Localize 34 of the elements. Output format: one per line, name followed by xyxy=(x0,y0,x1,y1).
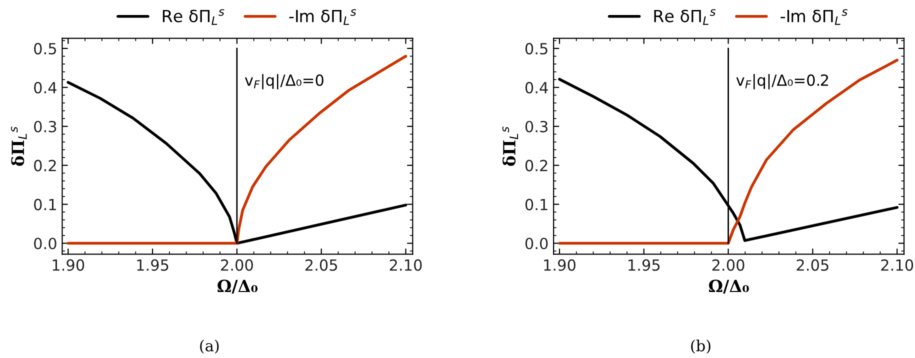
x-tick-label: 1.90 xyxy=(52,259,84,271)
y-tick-label: 0.0 xyxy=(34,238,56,250)
x-tick-label: 2.10 xyxy=(881,259,914,271)
x-tick-label: 2.10 xyxy=(390,259,422,271)
y-tick-label: 0.2 xyxy=(525,160,548,172)
y-tick-label: 0.4 xyxy=(34,82,57,94)
x-axis-title: Ω/Δ₀ xyxy=(708,280,749,294)
x-tick-label: 2.05 xyxy=(796,259,828,271)
y-axis-title: δΠ$_{L}$$^{s}$ xyxy=(502,126,518,166)
annotation: v$_{F}$|q|/Δ₀=0.2 xyxy=(736,74,828,90)
y-tick-label: 0.3 xyxy=(525,120,548,132)
text: (b) xyxy=(691,340,710,354)
legend-label: Re δΠ$_{L}$$^{s}$ xyxy=(162,9,224,25)
y-tick-label: 0.1 xyxy=(525,198,548,210)
y-tick-label: 0.5 xyxy=(525,42,548,54)
y-tick-label: 0.3 xyxy=(34,120,56,132)
y-tick-label: 0.2 xyxy=(34,160,56,172)
legend-label: Re δΠ$_{L}$$^{s}$ xyxy=(654,9,716,25)
y-axis-title: δΠ$_{L}$$^{s}$ xyxy=(11,126,27,166)
y-tick-label: 0.0 xyxy=(525,238,548,250)
legend-label: -Im δΠ$_{L}$$^{s}$ xyxy=(289,9,356,25)
legend-label: -Im δΠ$_{L}$$^{s}$ xyxy=(780,9,848,25)
x-tick-label: 2.05 xyxy=(305,259,338,271)
x-tick-label: 1.90 xyxy=(544,259,576,271)
y-tick-label: 0.4 xyxy=(525,82,548,94)
x-tick-label: 1.95 xyxy=(137,259,168,271)
x-axis-title: Ω/Δ₀ xyxy=(218,280,258,294)
text: (a) xyxy=(200,340,219,354)
y-tick-label: 0.1 xyxy=(34,198,56,210)
y-tick-label: 0.5 xyxy=(34,42,56,54)
x-tick-label: 1.95 xyxy=(628,259,660,271)
x-tick-label: 2.00 xyxy=(712,259,744,271)
x-tick-label: 2.00 xyxy=(221,259,253,271)
annotation: v$_{F}$|q|/Δ₀=0 xyxy=(244,74,324,90)
